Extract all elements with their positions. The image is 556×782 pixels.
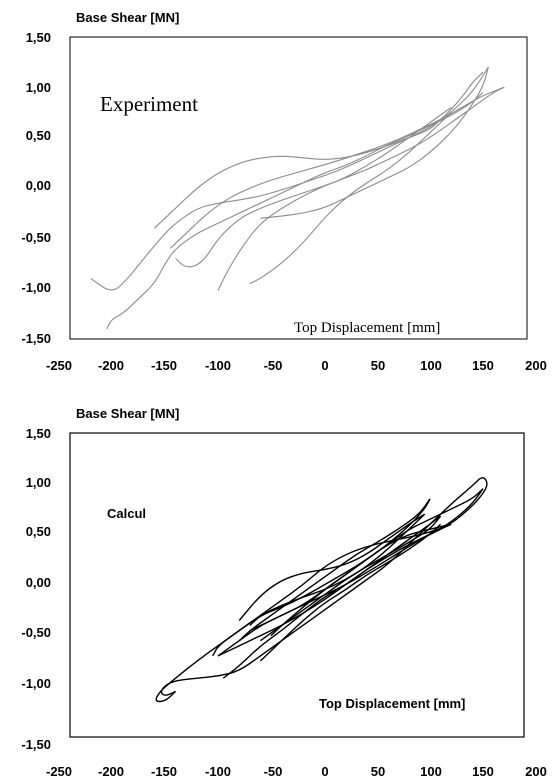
x-tick: 0	[321, 358, 328, 373]
hysteresis-curve-11	[259, 513, 426, 642]
chart-calcul-annotation: Calcul	[107, 506, 146, 521]
y-tick: 0,50	[26, 128, 51, 143]
x-tick: -250	[46, 764, 72, 779]
hysteresis-curve-7	[154, 66, 489, 229]
chart-calcul-ylabel: Base Shear [MN]	[76, 406, 179, 421]
x-tick: -250	[46, 358, 72, 373]
hysteresis-curve-3	[222, 488, 484, 679]
hysteresis-curve-4	[169, 86, 505, 249]
x-tick: 50	[371, 764, 385, 779]
chart-calcul-xlabel: Top Displacement [mm]	[319, 696, 465, 711]
hysteresis-curve-6	[249, 498, 431, 627]
hysteresis-curve-10	[238, 513, 426, 621]
y-tick: -1,00	[21, 676, 51, 691]
y-tick: 1,00	[26, 475, 51, 490]
y-tick: -0,50	[21, 230, 51, 245]
y-tick: -1,50	[21, 737, 51, 752]
hysteresis-curve-6	[249, 112, 452, 285]
x-tick: 0	[321, 764, 328, 779]
hysteresis-curve-8	[270, 523, 452, 637]
x-tick: 50	[371, 358, 385, 373]
x-tick: 150	[472, 764, 494, 779]
x-tick: -50	[264, 764, 283, 779]
chart-experiment-frame	[69, 36, 528, 340]
hysteresis-curve-4	[217, 515, 442, 657]
chart-experiment-xlabel: Top Displacement [mm]	[294, 320, 440, 336]
y-tick: -0,50	[21, 625, 51, 640]
chart-calcul-x-ticks: -250 -200 -150 -100 -50 0 50 100 150 200	[46, 764, 547, 779]
y-tick: -1,50	[21, 331, 51, 346]
chart-calcul-series	[155, 477, 488, 703]
x-tick: 150	[472, 358, 494, 373]
chart-experiment-series	[90, 66, 505, 330]
x-tick: 100	[420, 358, 442, 373]
hysteresis-curve-3	[175, 86, 505, 268]
x-tick: 200	[525, 764, 547, 779]
x-tick: -150	[151, 764, 177, 779]
y-tick: 1,50	[26, 426, 51, 441]
hysteresis-curve-2	[106, 91, 484, 330]
y-tick: 1,00	[26, 80, 51, 95]
chart-calcul: Base Shear [MN] 1,50 1,00 0,50 0,00 -0,5…	[21, 406, 546, 779]
x-tick: -150	[151, 358, 177, 373]
hysteresis-curve-7	[238, 498, 431, 642]
x-tick: -200	[98, 358, 124, 373]
hysteresis-curve-8	[260, 67, 489, 219]
x-tick: -50	[264, 358, 283, 373]
y-tick: 0,50	[26, 524, 51, 539]
chart-experiment-y-ticks: 1,50 1,00 0,50 0,00 -0,50 -1,00 -1,50	[21, 30, 51, 346]
y-tick: 1,50	[26, 30, 51, 45]
hysteresis-curve-12	[259, 523, 442, 662]
hysteresis-curve-1	[155, 477, 488, 703]
hysteresis-curve-5	[212, 515, 442, 657]
chart-calcul-y-ticks: 1,50 1,00 0,50 0,00 -0,50 -1,00 -1,50	[21, 426, 51, 752]
x-tick: -100	[205, 358, 231, 373]
x-tick: 200	[525, 358, 547, 373]
chart-experiment-ylabel: Base Shear [MN]	[76, 10, 179, 25]
chart-experiment: Base Shear [MN] 1,50 1,00 0,50 0,00 -0,5…	[21, 10, 546, 373]
x-tick: -200	[98, 764, 124, 779]
hysteresis-curve-5	[217, 107, 452, 291]
hysteresis-curve-2	[217, 488, 484, 657]
y-tick: 0,00	[26, 178, 51, 193]
y-tick: 0,00	[26, 575, 51, 590]
chart-experiment-annotation: Experiment	[100, 92, 198, 116]
chart-experiment-x-ticks: -250 -200 -150 -100 -50 0 50 100 150 200	[46, 358, 547, 373]
x-tick: -100	[205, 764, 231, 779]
x-tick: 100	[420, 764, 442, 779]
chart-calcul-frame	[69, 432, 525, 738]
y-tick: -1,00	[21, 280, 51, 295]
